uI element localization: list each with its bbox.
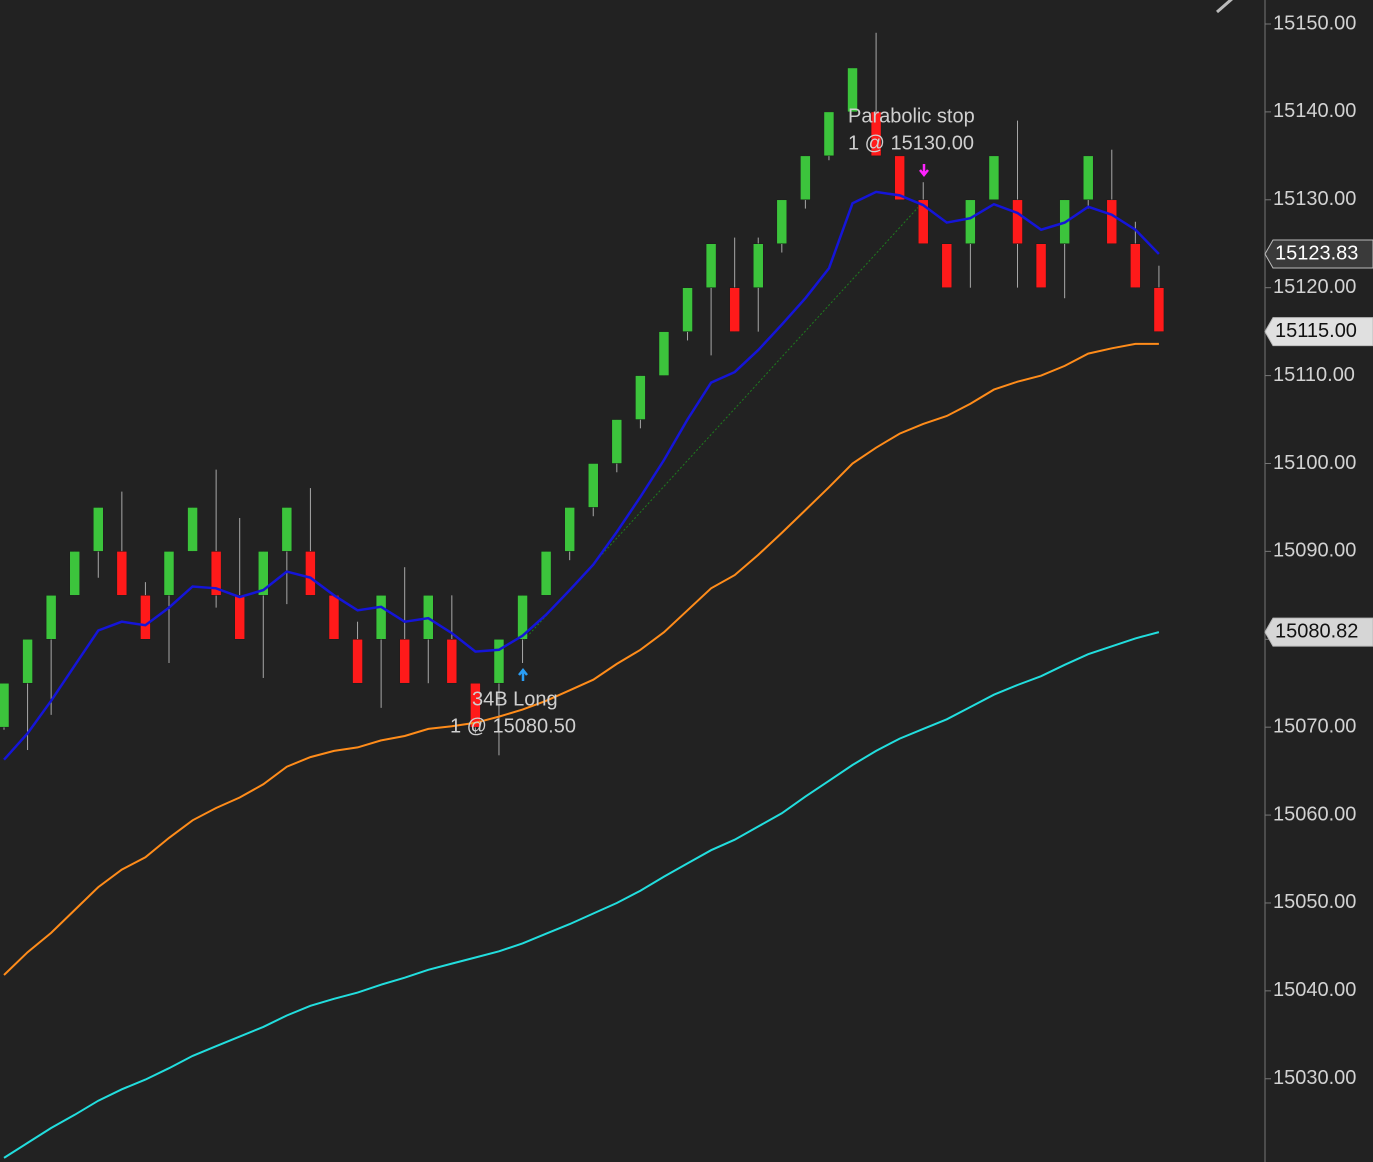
candle-body [187, 507, 198, 552]
y-tick-label: 15140.00 [1273, 100, 1356, 122]
candle-body [1012, 199, 1023, 244]
candle-body [635, 375, 646, 420]
annotation: 1 @ 15080.50 [450, 715, 576, 737]
price-tag [1264, 239, 1373, 269]
trade-line [523, 201, 924, 641]
candle-body [776, 199, 788, 244]
candle-body [705, 243, 717, 288]
candle-body [752, 243, 764, 288]
y-tick-label: 15060.00 [1273, 803, 1356, 825]
candle-body [1035, 243, 1047, 288]
y-tick-label: 15110.00 [1273, 364, 1355, 386]
candle-body [682, 287, 693, 332]
candle-body [870, 111, 882, 157]
y-tick-label: 15070.00 [1273, 715, 1356, 737]
ma-line [3, 342, 1159, 976]
candle-body [399, 639, 410, 684]
candle-body [258, 551, 269, 596]
y-tick-label: 15030.00 [1273, 1067, 1356, 1089]
candle-body [281, 507, 293, 552]
candle-body [823, 111, 835, 157]
candle-body [847, 67, 858, 113]
candle-body [446, 639, 458, 684]
y-tick-label: 15050.00 [1273, 891, 1356, 913]
candle-body [894, 155, 905, 201]
candle-body [22, 639, 33, 684]
candle-body [375, 595, 387, 640]
price-tag-label: 15115.00 [1275, 320, 1357, 342]
price-tag-label: 15123.83 [1275, 242, 1358, 264]
entry-arrow [518, 667, 528, 681]
ma-line [3, 190, 1160, 761]
candle-body [729, 287, 740, 332]
candle-body [234, 595, 245, 640]
y-tick-label: 15090.00 [1273, 540, 1356, 562]
exit-arrow [919, 164, 929, 178]
candle-body [611, 419, 623, 464]
candle-body [93, 507, 104, 552]
candle-body [965, 199, 976, 244]
candle-body [45, 595, 57, 640]
price-tag [1264, 617, 1373, 647]
y-tick-label: 15040.00 [1273, 979, 1356, 1001]
candle-body [69, 551, 80, 596]
candle-body [140, 595, 151, 640]
candle-body [328, 595, 340, 640]
y-tick-label: 15120.00 [1273, 276, 1356, 298]
candle-body [116, 551, 128, 596]
candle-body [1130, 243, 1141, 288]
candle-body [163, 551, 175, 596]
candle-body [564, 507, 575, 552]
candle-body [800, 155, 811, 201]
candle-body [210, 551, 222, 596]
candle-body [1082, 155, 1094, 201]
price-tag [1264, 317, 1373, 347]
candle-body [941, 243, 953, 288]
y-tick-label: 15130.00 [1273, 188, 1356, 210]
price-tag-label: 15080.82 [1275, 620, 1358, 642]
annotation: 34B Long [472, 688, 558, 710]
candle-body [540, 551, 552, 596]
candle-body [470, 682, 481, 728]
annotation: 1 @ 15130.00 [848, 132, 974, 154]
candle-body [988, 155, 1000, 201]
annotation: Parabolic stop [848, 105, 975, 127]
corner-mark [1216, 0, 1233, 14]
ma-line [3, 631, 1160, 1159]
candle-body [352, 639, 363, 684]
candle-body [517, 595, 528, 640]
candle-body [588, 463, 599, 508]
candle-body [305, 551, 316, 596]
candle-body [917, 199, 929, 244]
candle-body [1106, 199, 1118, 244]
y-tick-label: 15100.00 [1273, 452, 1356, 474]
candle-body [658, 331, 670, 376]
candle-body [493, 639, 505, 684]
candle-body [0, 682, 10, 728]
y-tick-label: 15150.00 [1273, 12, 1356, 34]
candle-body [1153, 287, 1165, 332]
